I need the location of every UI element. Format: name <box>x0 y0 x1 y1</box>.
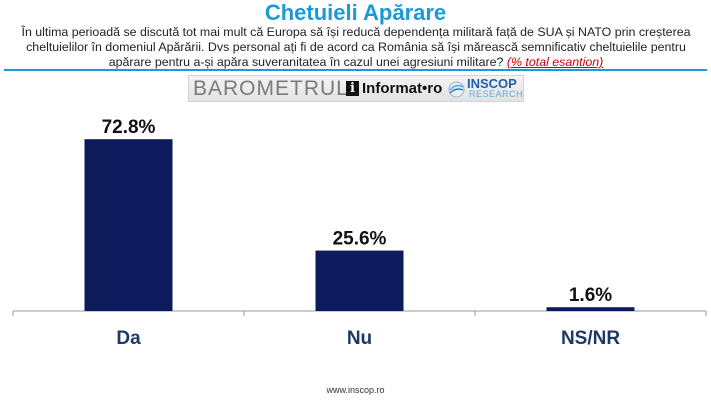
data-label: 1.6% <box>569 285 612 306</box>
inscop-logo-icon <box>448 81 465 98</box>
data-label: 25.6% <box>333 229 387 250</box>
footer-url: www.inscop.ro <box>326 385 385 395</box>
barometer-logo-text: BAROMETRUL <box>193 77 349 100</box>
chart-title: Chetuieli Apărare <box>264 0 447 25</box>
brand-banner: BAROMETRUL i Informat•ro INSCOP RESEARCH <box>188 75 524 102</box>
inscop-logo-text: INSCOP <box>467 76 517 91</box>
question-text: În ultima perioadă se discută tot mai mu… <box>16 25 696 70</box>
title-divider <box>4 69 707 71</box>
category-label: Da <box>116 328 141 349</box>
question-body: În ultima perioadă se discută tot mai mu… <box>21 25 691 69</box>
bar <box>546 307 635 311</box>
plot-area: 72.8% Da 25.6% Nu 1.6% NS/NR <box>12 117 707 349</box>
data-label: 72.8% <box>102 117 156 138</box>
informat-logo-text: Informat•ro <box>362 80 443 97</box>
info-icon: i <box>346 81 359 96</box>
category-label: NS/NR <box>561 328 620 349</box>
inscop-logo-subtext: RESEARCH <box>469 89 524 99</box>
category-label: Nu <box>347 328 372 349</box>
sample-note: (% total esantion) <box>506 55 604 69</box>
bar <box>84 139 173 311</box>
bar <box>315 250 404 311</box>
